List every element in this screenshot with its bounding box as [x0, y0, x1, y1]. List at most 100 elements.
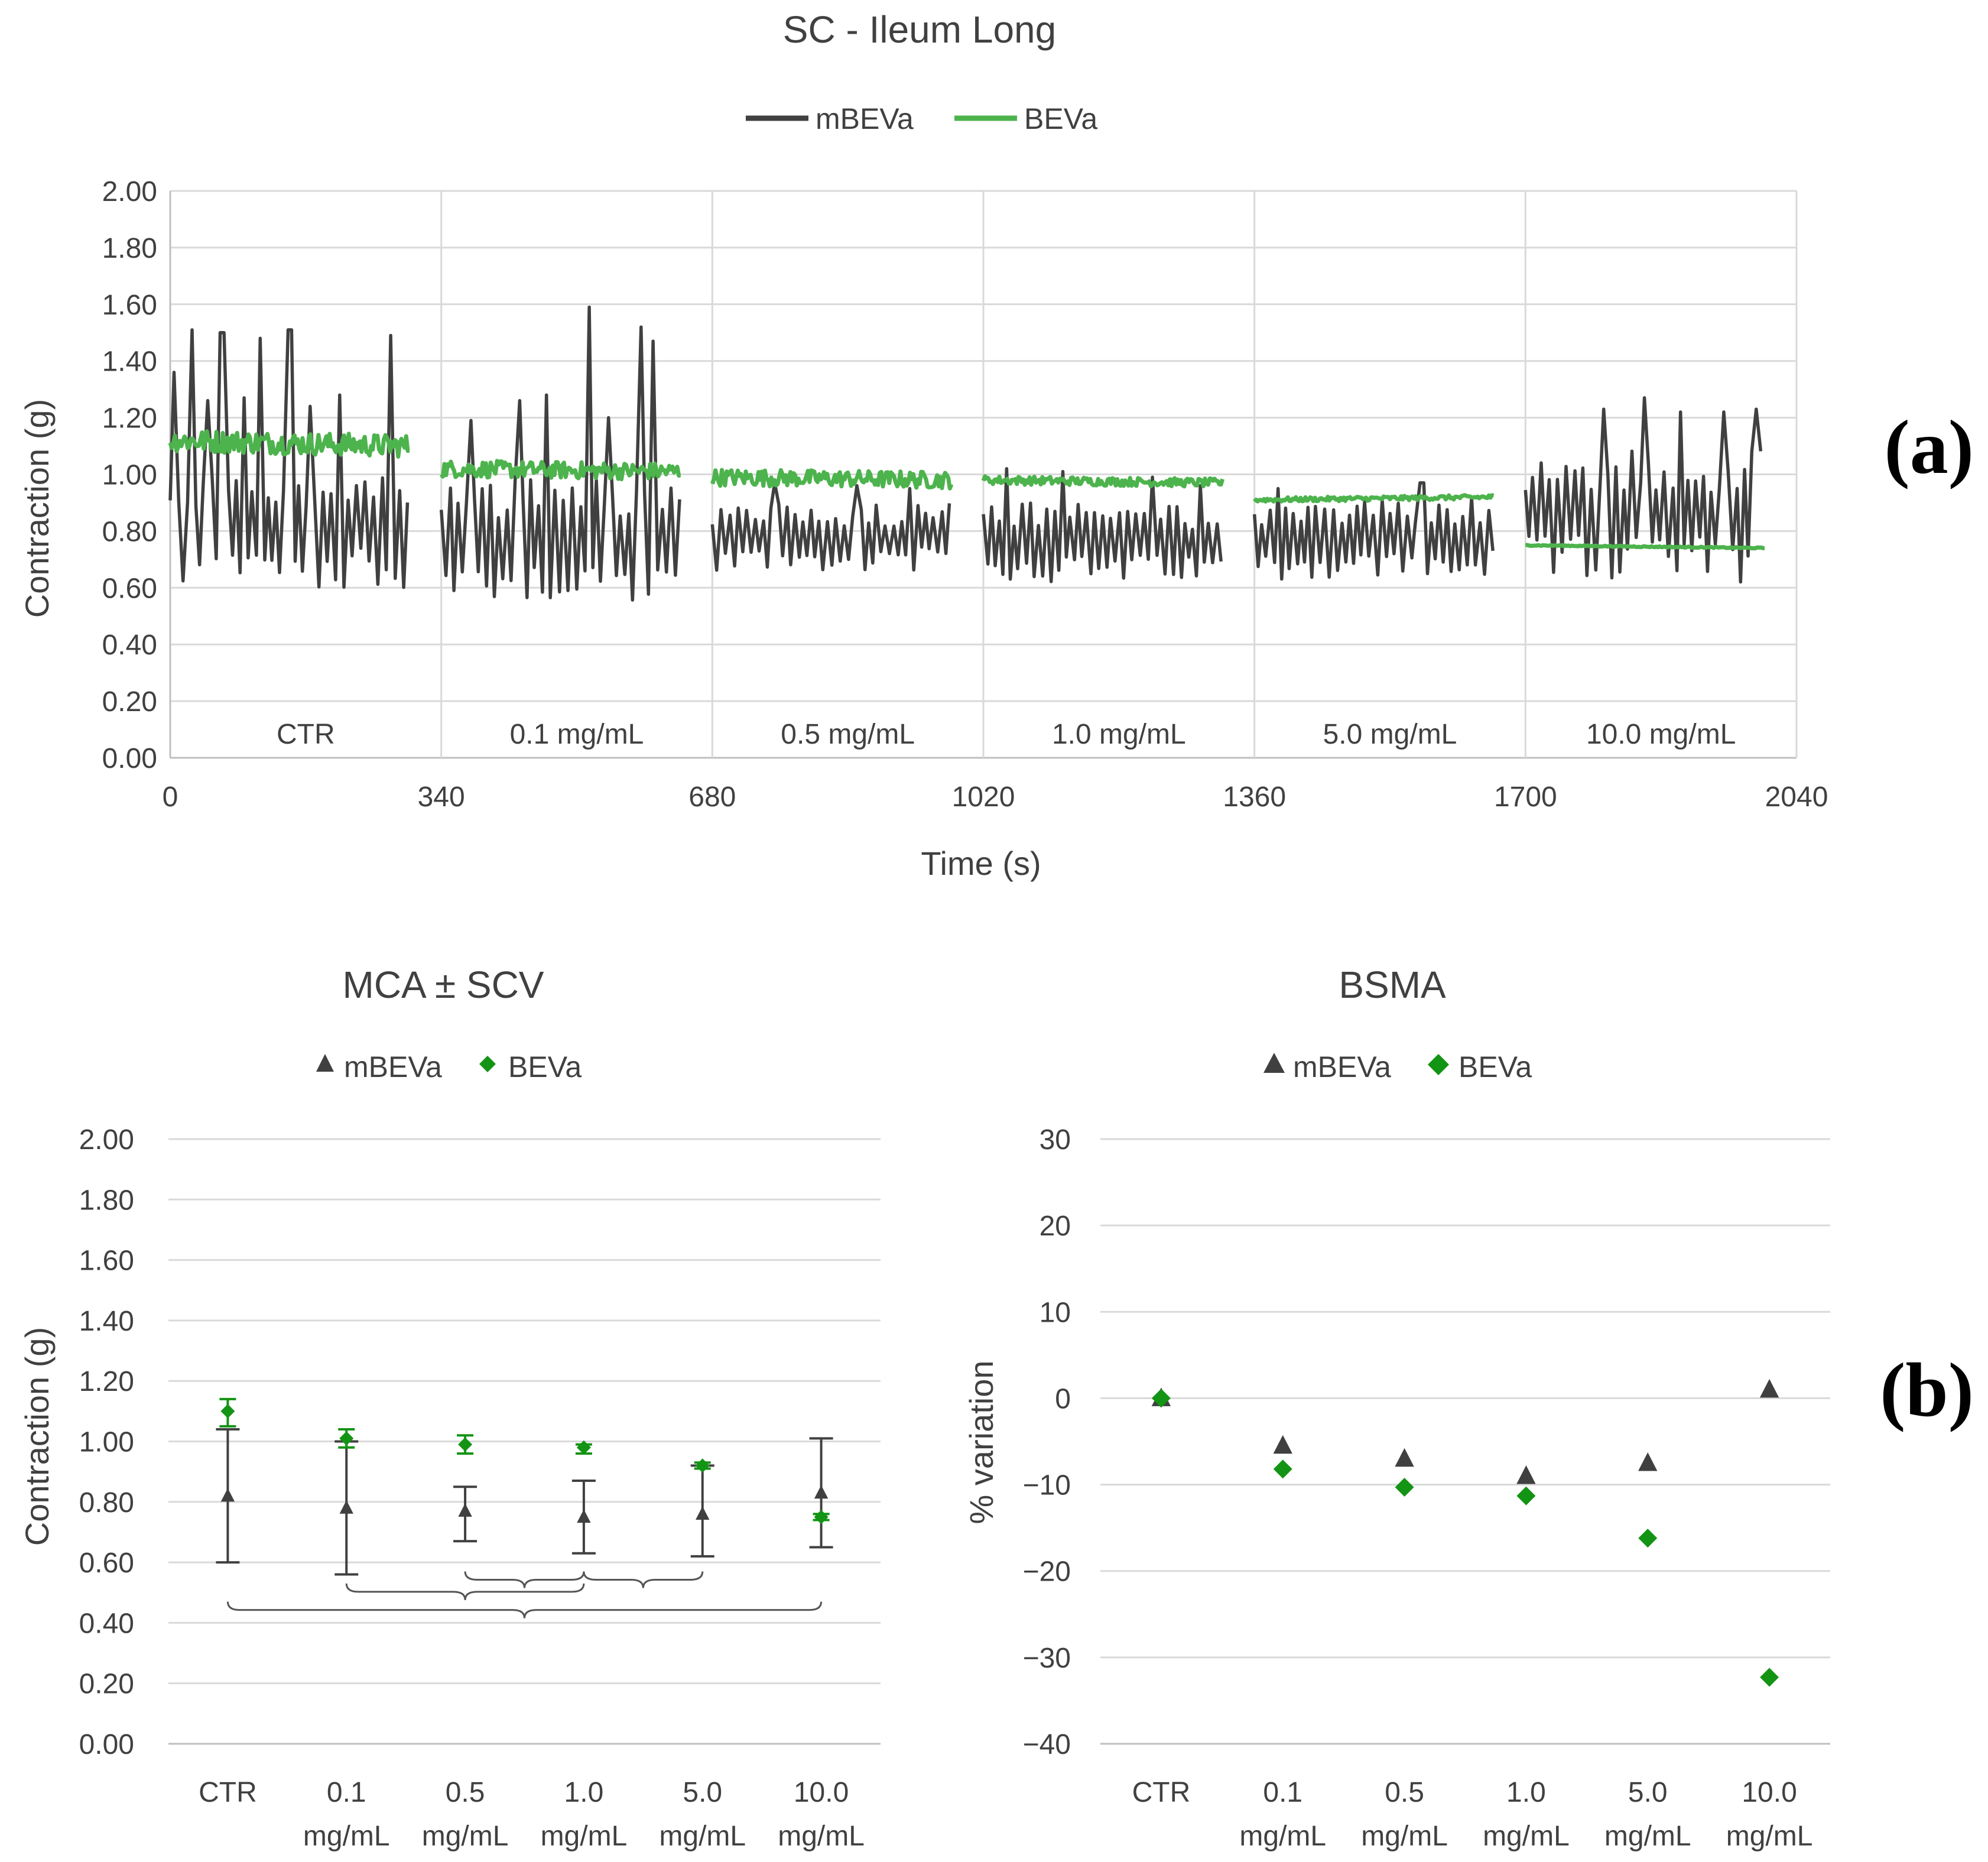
y-tick-label: −10	[1023, 1470, 1071, 1501]
y-tick-label: 20	[1040, 1211, 1071, 1242]
x-tick-unit: mg/mL	[1604, 1821, 1691, 1852]
y-tick-label: −20	[1023, 1556, 1071, 1588]
y-tick-label: −30	[1023, 1643, 1071, 1674]
chart-title: BSMA	[1339, 964, 1446, 1006]
y-tick-label: 10	[1040, 1297, 1071, 1328]
beva-point	[1516, 1486, 1536, 1506]
x-tick-label: 1020	[952, 781, 1015, 813]
x-tick-label: 1.0	[1506, 1777, 1546, 1808]
x-tick-label: 0.1	[1263, 1777, 1302, 1808]
x-tick-label: 5.0	[1628, 1777, 1668, 1808]
mbeva-point	[1395, 1448, 1414, 1467]
legend: mBEVa BEVa	[1263, 1050, 1532, 1084]
mbeva-point	[1638, 1452, 1658, 1471]
x-tick-label: 10.0	[794, 1777, 849, 1808]
y-tick-label: 0.20	[102, 686, 157, 718]
segment-label: 10.0 mg/mL	[1586, 719, 1736, 750]
segment-label: 0.1 mg/mL	[510, 719, 644, 750]
time-series-chart: SC - Ileum Long mBEVa BEVa 0.000.200.400…	[18, 8, 1974, 882]
x-axis-ticks: 0 340 680 1020 1360 1700 2040	[163, 781, 1828, 813]
mbeva-point	[1759, 1378, 1779, 1398]
y-axis-ticks: 30 20 10 0 −10 −20 −30 −40	[1023, 1124, 1071, 1760]
mbeva-point	[1516, 1465, 1536, 1484]
panel-label-b: (b)	[1880, 1348, 1974, 1433]
legend-label-beva: BEVa	[1458, 1050, 1532, 1084]
x-tick-label: 0	[163, 781, 178, 813]
mbeva-trace-segment	[710, 481, 951, 572]
gridlines	[1100, 1138, 1830, 1745]
mbeva-point	[458, 1503, 472, 1517]
x-tick-label: CTR	[199, 1777, 257, 1808]
mca-chart: MCA ± SCV mBEVa BEVa 0.00 0.20 0.40 0.60 0.8…	[18, 964, 881, 1852]
legend-label-beva: BEVa	[1024, 102, 1097, 135]
y-axis-ticks: 0.00 0.20 0.40 0.60 0.80 1.00 1.20 1.40 1.60 1.80…	[79, 1124, 134, 1760]
mbeva-trace-segment	[1252, 481, 1495, 581]
beva-trace-segment	[1252, 493, 1495, 504]
x-tick-label: 0.5	[1385, 1777, 1424, 1808]
plot-lines	[168, 305, 1765, 602]
beva-trace-segment	[981, 474, 1225, 489]
segment-label: CTR	[277, 719, 335, 750]
y-tick-label: 1.00	[79, 1427, 134, 1458]
chart-title: SC - Ileum Long	[783, 8, 1056, 51]
gridlines	[168, 1138, 881, 1745]
legend-label-beva: BEVa	[508, 1050, 582, 1084]
y-tick-label: 0.80	[79, 1487, 134, 1519]
beva-point	[576, 1440, 591, 1455]
beva-point	[695, 1458, 710, 1473]
beva-point	[1395, 1477, 1414, 1497]
mbeva-trace-segment	[982, 467, 1223, 583]
bsma-chart: BSMA mBEVa BEVa 30 20 10 0 −10 −20 −30 −40 CTR 0…	[963, 964, 1974, 1852]
beva-trace-segment	[1525, 543, 1765, 551]
x-tick-unit: mg/mL	[659, 1821, 746, 1852]
legend-marker-mbeva	[1263, 1053, 1285, 1073]
y-tick-label: 0.60	[79, 1548, 134, 1579]
beva-point	[1151, 1389, 1171, 1408]
x-tick-label: 2040	[1765, 781, 1828, 813]
legend-label-mbeva: mBEVa	[816, 102, 914, 135]
beva-trace-segment	[439, 459, 681, 482]
beva-point	[220, 1404, 235, 1419]
beva-point	[1638, 1529, 1658, 1548]
beva-point	[339, 1431, 354, 1446]
y-axis-title: Contraction (g)	[18, 1327, 56, 1546]
beva-trace-segment	[710, 468, 954, 491]
y-tick-label: 1.20	[79, 1366, 134, 1397]
legend-label-mbeva: mBEVa	[1293, 1050, 1391, 1084]
significance-brace	[226, 1601, 823, 1618]
mbeva-point	[696, 1506, 710, 1520]
legend: mBEVa BEVa	[746, 102, 1097, 135]
x-tick-label: 5.0	[683, 1777, 722, 1808]
mbeva-point	[220, 1488, 235, 1502]
y-tick-label: 0.40	[102, 630, 157, 661]
mbeva-point	[814, 1485, 829, 1499]
x-tick-unit: mg/mL	[1726, 1821, 1813, 1852]
y-tick-label: 0.20	[79, 1669, 134, 1700]
x-axis-ticks: CTR 0.1 mg/mL 0.5 mg/mL 1.0 mg/mL 5.0 mg/mL 10.0 m…	[1132, 1777, 1813, 1852]
x-tick-label: CTR	[1132, 1777, 1191, 1808]
panel-label-a: (a)	[1884, 405, 1974, 490]
legend-marker-beva	[479, 1056, 496, 1072]
mbeva-trace-segment	[168, 328, 410, 589]
x-tick-unit: mg/mL	[778, 1821, 865, 1852]
segment-label: 0.5 mg/mL	[781, 719, 915, 750]
data-points	[1151, 1378, 1779, 1687]
beva-point	[458, 1437, 473, 1452]
beva-point	[1760, 1668, 1779, 1687]
y-tick-label: −40	[1023, 1729, 1071, 1760]
y-tick-label: 0.00	[79, 1729, 134, 1760]
mbeva-point	[577, 1509, 591, 1523]
x-tick-unit: mg/mL	[1239, 1821, 1326, 1852]
chart-title: MCA ± SCV	[343, 964, 544, 1006]
segment-label: 5.0 mg/mL	[1323, 719, 1457, 750]
legend: mBEVa BEVa	[316, 1050, 582, 1084]
segment-labels: CTR 0.1 mg/mL 0.5 mg/mL 1.0 mg/mL 5.0 mg/mL 1…	[277, 719, 1736, 750]
mbeva-trace-segment	[439, 305, 681, 602]
y-tick-label: 30	[1040, 1124, 1071, 1156]
x-tick-unit: mg/mL	[1361, 1821, 1448, 1852]
segment-label: 1.0 mg/mL	[1052, 719, 1186, 750]
x-tick-unit: mg/mL	[303, 1821, 390, 1852]
y-tick-label: 1.00	[102, 460, 157, 491]
y-tick-label: 1.60	[79, 1245, 134, 1277]
